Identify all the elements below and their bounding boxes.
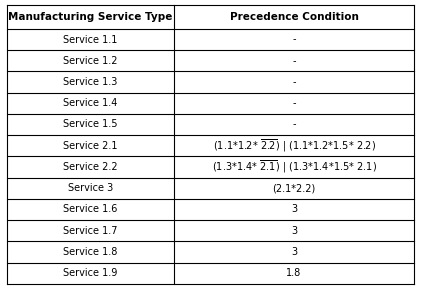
Text: (1.3*1.4* $\overline{2.1}$) | (1.3*1.4*1.5* 2.1): (1.3*1.4* $\overline{2.1}$) | (1.3*1.4*1… — [212, 159, 376, 175]
Text: Service 3: Service 3 — [68, 183, 113, 193]
Text: Service 1.2: Service 1.2 — [63, 56, 117, 66]
Text: Service 1.8: Service 1.8 — [63, 247, 117, 257]
Text: -: - — [292, 77, 296, 87]
Text: Service 1.3: Service 1.3 — [63, 77, 117, 87]
Text: Service 2.1: Service 2.1 — [63, 141, 117, 151]
Text: 1.8: 1.8 — [286, 268, 302, 278]
Text: -: - — [292, 34, 296, 45]
Text: 3: 3 — [291, 247, 297, 257]
Text: -: - — [292, 119, 296, 129]
Text: Service 1.6: Service 1.6 — [63, 204, 117, 214]
Text: -: - — [292, 56, 296, 66]
Text: Service 1.4: Service 1.4 — [63, 98, 117, 108]
Text: Service 1.7: Service 1.7 — [63, 226, 117, 236]
Text: Service 1.5: Service 1.5 — [63, 119, 117, 129]
Text: -: - — [292, 98, 296, 108]
Text: (2.1*2.2): (2.1*2.2) — [272, 183, 316, 193]
Text: (1.1*1.2* $\overline{2.2}$) | (1.1*1.2*1.5* 2.2): (1.1*1.2* $\overline{2.2}$) | (1.1*1.2*1… — [213, 138, 376, 154]
Text: Precedence Condition: Precedence Condition — [229, 12, 358, 22]
Text: Service 2.2: Service 2.2 — [63, 162, 117, 172]
Text: 3: 3 — [291, 204, 297, 214]
Text: 3: 3 — [291, 226, 297, 236]
Text: Service 1.1: Service 1.1 — [63, 34, 117, 45]
Text: Manufacturing Service Type: Manufacturing Service Type — [8, 12, 173, 22]
Text: Service 1.9: Service 1.9 — [63, 268, 117, 278]
